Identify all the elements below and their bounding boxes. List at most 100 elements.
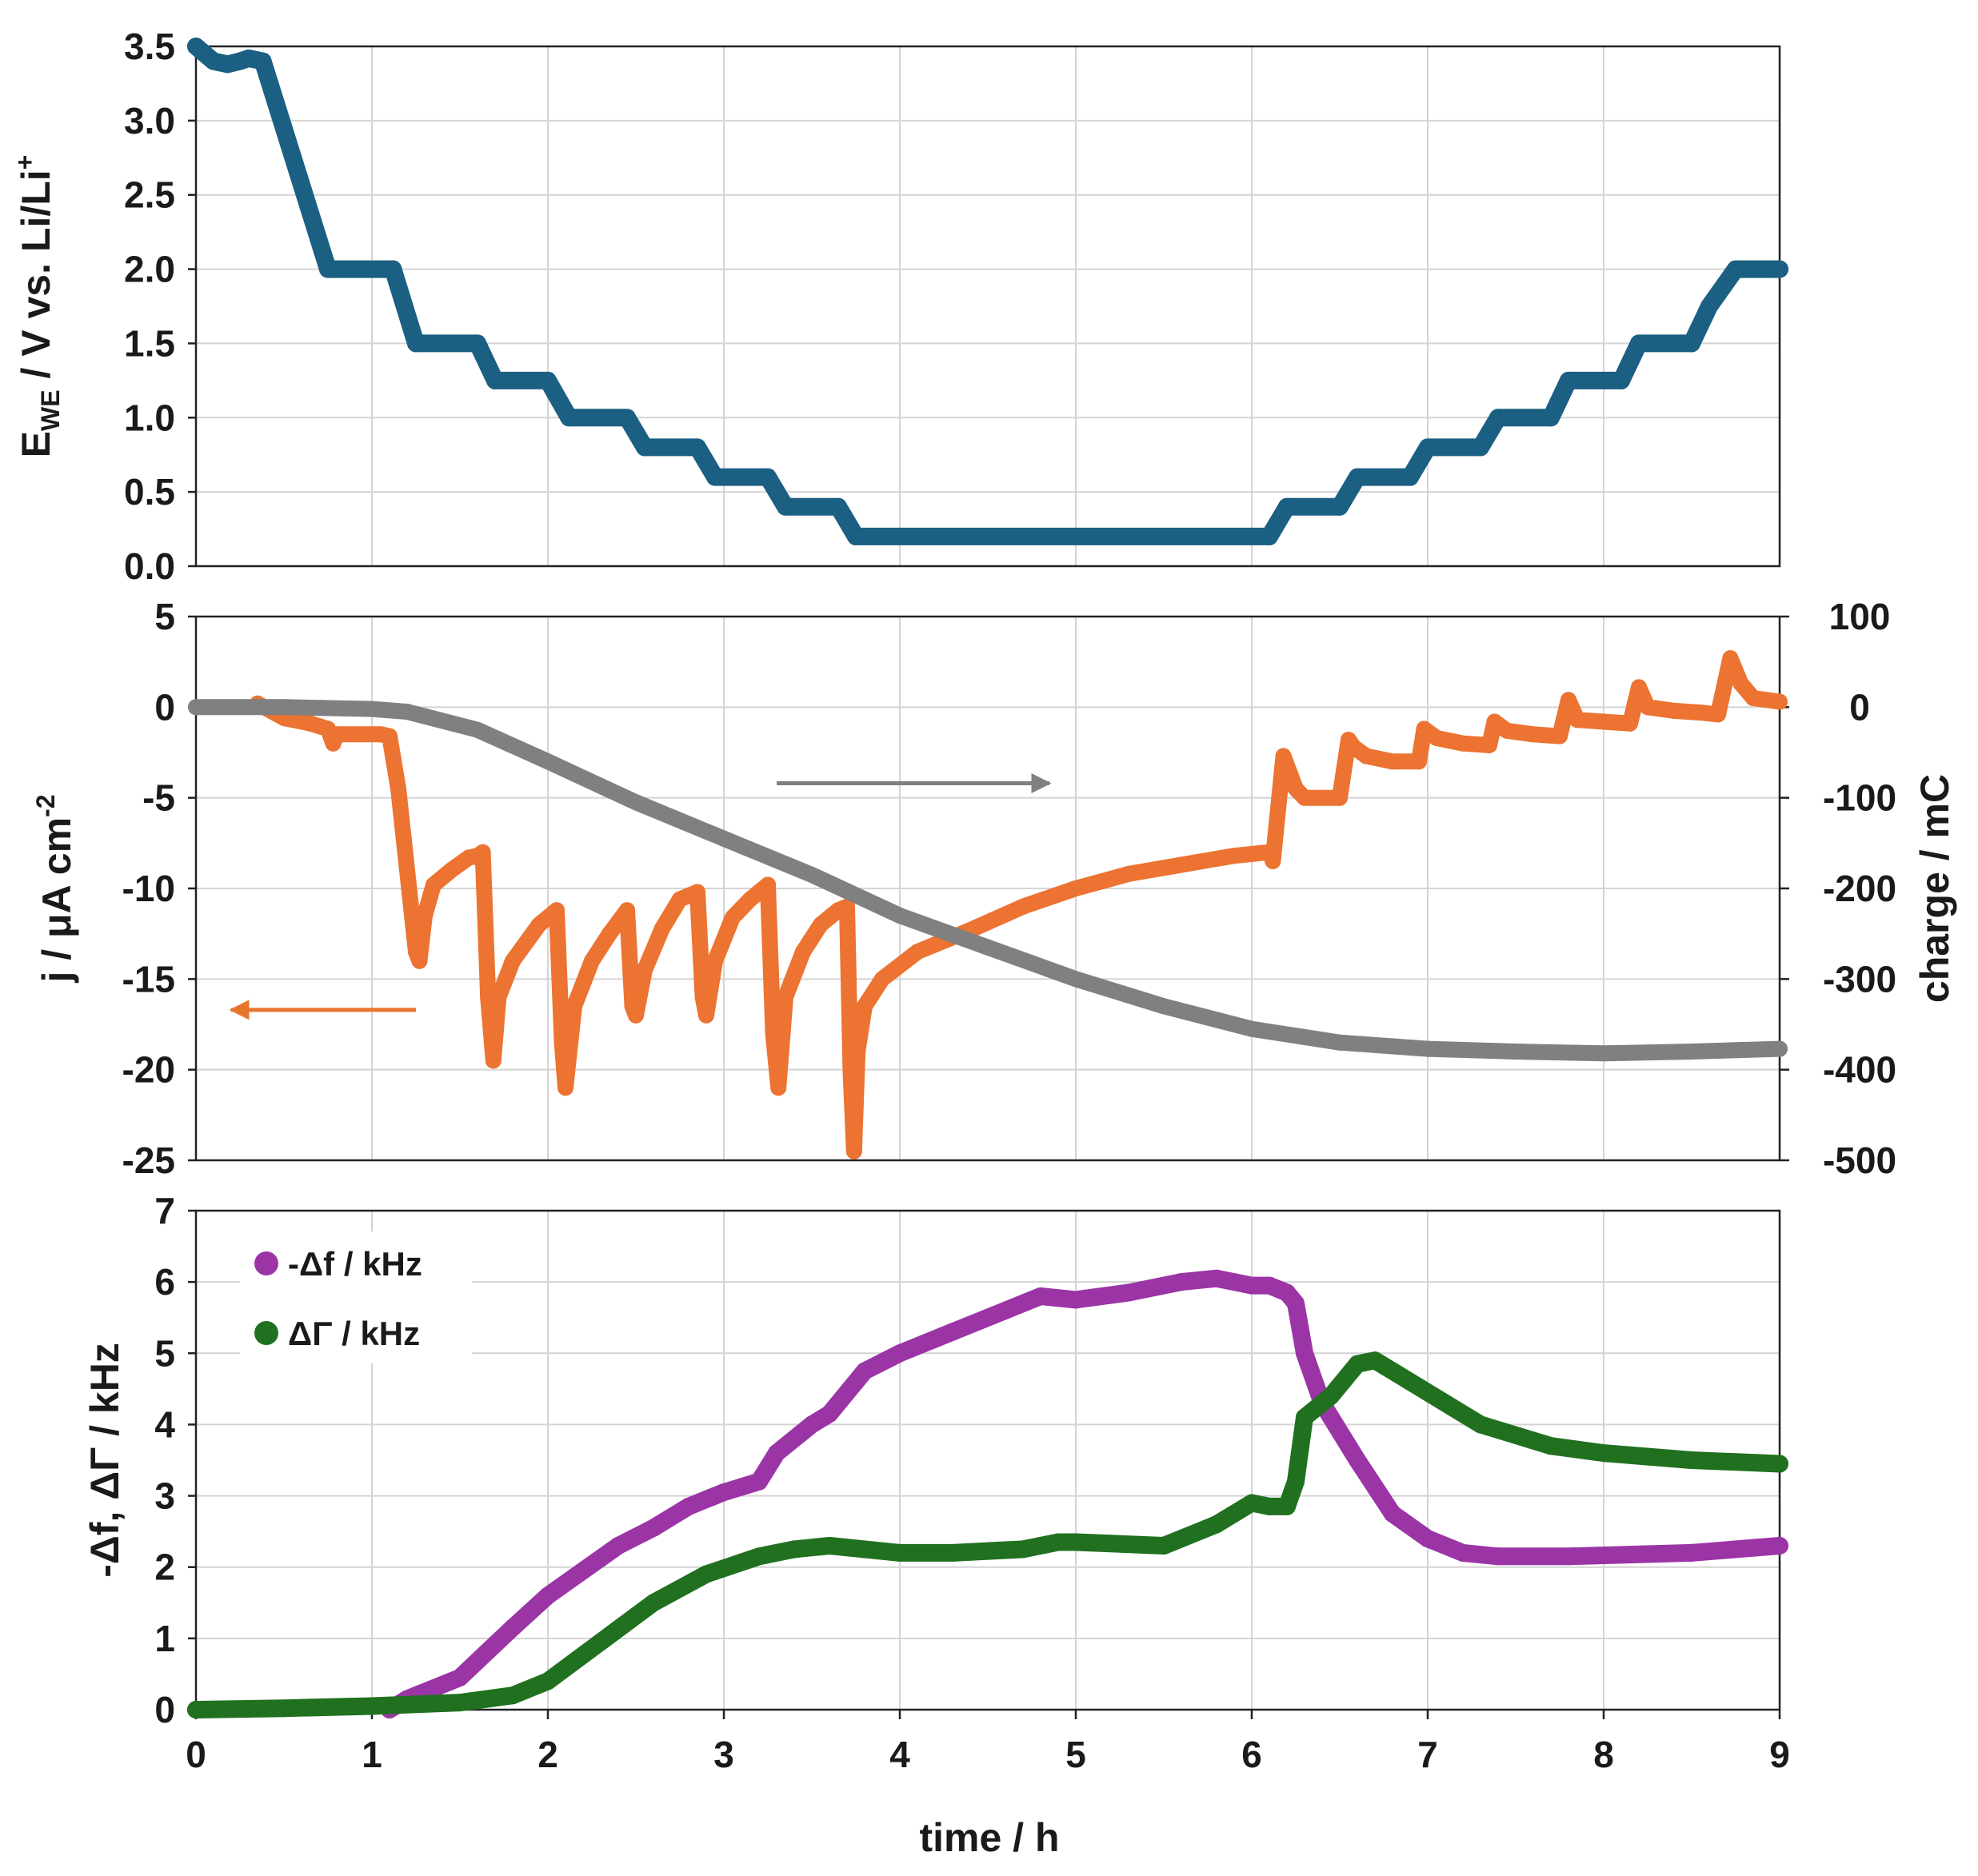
data-point-khz — [451, 1694, 469, 1712]
data-point-j — [842, 1061, 859, 1078]
data-point-charge — [1156, 998, 1172, 1015]
data-point-khz — [1278, 1497, 1296, 1515]
legend-box — [240, 1231, 472, 1363]
data-point-e-we — [1278, 497, 1296, 516]
x-tick-label: 1 — [362, 1734, 382, 1775]
data-point-f-khz — [856, 1362, 873, 1380]
y-ticks-bottom: 0 1 2 3 4 5 6 7 — [154, 1190, 196, 1730]
data-point-j — [770, 1080, 787, 1096]
series-layer-middle — [188, 650, 1788, 1160]
data-point-f-khz — [1287, 1294, 1305, 1312]
data-point-e-we — [759, 468, 777, 486]
y-tick-label-top: 2.5 — [124, 174, 175, 216]
data-point-j — [1596, 713, 1612, 730]
data-point-j — [1560, 692, 1576, 708]
data-point-khz — [697, 1565, 715, 1583]
data-point-e-we — [1419, 438, 1437, 457]
data-point-e-we — [205, 52, 222, 70]
data-point-j — [795, 944, 811, 960]
plot-frame-top — [194, 45, 1781, 568]
y-tick-label-middle: -15 — [122, 958, 175, 1000]
data-point-j — [813, 916, 829, 933]
data-point-e-we — [689, 438, 706, 457]
data-point-charge — [1332, 1034, 1348, 1051]
data-point-f-khz — [1560, 1547, 1577, 1566]
data-point-f-khz — [680, 1497, 697, 1515]
data-point-j — [845, 1143, 862, 1160]
data-point-j — [399, 862, 415, 879]
data-point-e-we — [407, 334, 425, 353]
data-point-f-khz — [1243, 1276, 1261, 1295]
x-tick-label: 7 — [1417, 1734, 1438, 1775]
data-point-j — [302, 715, 318, 732]
data-point-f-khz — [1349, 1451, 1366, 1469]
data-point-e-we — [829, 497, 847, 516]
data-point-charge — [399, 704, 415, 720]
y-tick-label-top: 3.5 — [124, 26, 175, 67]
data-point-j — [628, 1007, 644, 1024]
data-point-f-khz — [451, 1668, 469, 1686]
data-point-j — [725, 909, 741, 926]
data-point-j — [1121, 865, 1137, 882]
y-tick-label-bottom: 6 — [154, 1261, 175, 1303]
data-point-f-khz — [1208, 1269, 1225, 1287]
data-point-e-we — [384, 260, 402, 278]
series-line-khz — [187, 1351, 1788, 1718]
y-axis-title-potential: EWE / V vs. Li/Li+ — [10, 155, 65, 458]
y2-tick-label-middle: -400 — [1823, 1049, 1896, 1091]
x-ticks-bottom: 0 1 2 3 4 5 6 7 8 9 — [186, 1710, 1790, 1775]
data-point-khz — [1771, 1455, 1788, 1473]
data-point-f-khz — [1296, 1344, 1313, 1363]
y-tick-label-bottom: 2 — [154, 1547, 175, 1588]
data-point-e-we — [319, 260, 337, 278]
data-point-j — [1772, 693, 1788, 710]
data-point-j — [1666, 702, 1682, 719]
data-point-j — [505, 952, 521, 969]
data-point-khz — [856, 1540, 873, 1559]
data-point-j — [1226, 848, 1242, 864]
y-tick-label-top: 1.5 — [124, 322, 175, 364]
y-axis-title-qcm: -Δf, ΔΓ / kHz — [82, 1343, 127, 1578]
data-point-j — [1631, 679, 1647, 696]
data-point-j — [1732, 675, 1749, 692]
legend-marker-delta-gamma — [254, 1321, 278, 1345]
data-point-e-we — [1683, 334, 1700, 353]
data-point-charge — [628, 794, 644, 811]
data-point-khz — [750, 1547, 768, 1566]
y2-tick-label-middle: -300 — [1823, 958, 1896, 1000]
data-point-charge — [1684, 1044, 1700, 1060]
y-tick-label-middle: 0 — [154, 686, 175, 728]
data-point-j — [417, 908, 433, 924]
data-point-khz — [1349, 1355, 1366, 1373]
data-point-j — [1640, 699, 1656, 716]
data-point-charge — [540, 753, 556, 770]
data-point-j — [557, 1080, 573, 1096]
y-tick-label-bottom: 5 — [154, 1332, 175, 1374]
series-layer-top — [187, 38, 1788, 545]
data-point-khz — [944, 1543, 961, 1562]
data-point-j — [672, 891, 688, 908]
data-point-e-we — [847, 527, 865, 545]
data-point-charge — [276, 699, 292, 716]
panel-potential: 0.0 0.5 1.0 1.5 2.0 2.5 3.0 3.5 EWE / V vs. Li/… — [10, 26, 1788, 587]
data-point-j — [1314, 789, 1330, 806]
data-point-khz — [1683, 1451, 1700, 1469]
data-point-f-khz — [1261, 1276, 1278, 1295]
data-point-j — [485, 1052, 501, 1069]
data-point-f-khz — [1120, 1283, 1137, 1302]
data-point-e-we — [618, 409, 636, 427]
data-point-j — [601, 925, 617, 942]
data-point-j — [1486, 713, 1503, 730]
data-point-e-we — [486, 371, 504, 389]
data-point-j — [765, 1025, 781, 1042]
data-point-j — [1499, 722, 1515, 739]
y2-tick-label-middle: -100 — [1823, 777, 1896, 819]
series-points-charge — [188, 699, 1788, 1062]
y-axis-title-current: j / μA cm-2 — [31, 794, 79, 983]
data-point-j — [531, 916, 547, 933]
data-point-charge — [1772, 1040, 1788, 1057]
gridlines-top — [196, 46, 1780, 566]
data-point-j — [874, 971, 890, 988]
panel-current-charge: 5 0 -5 -10 -15 -20 -25 100 0 -100 -200 -300 -400 -50… — [31, 596, 1957, 1181]
data-point-j — [1068, 880, 1084, 896]
